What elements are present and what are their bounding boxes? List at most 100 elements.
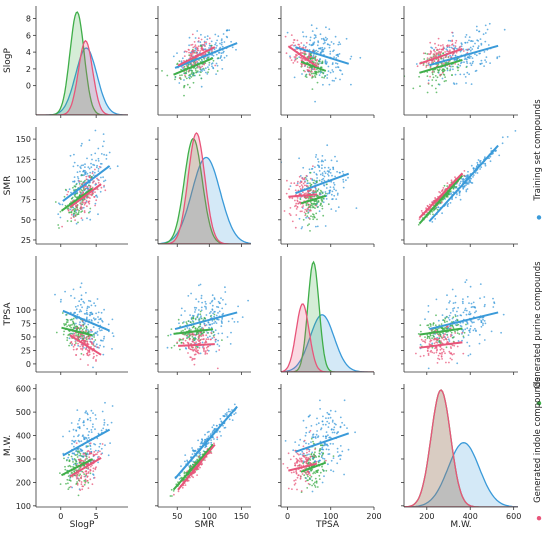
point-generated-indole-compounds <box>83 200 85 202</box>
point-training-set-compounds <box>476 54 478 56</box>
point-training-set-compounds <box>329 192 331 194</box>
point-training-set-compounds <box>82 219 84 221</box>
panel-tpsa-vs-tpsa <box>278 256 374 375</box>
point-generated-purine-compounds <box>449 70 451 72</box>
panel-smr-vs-smr <box>155 127 251 247</box>
point-generated-indole-compounds <box>291 44 293 46</box>
point-training-set-compounds <box>60 299 62 301</box>
point-training-set-compounds <box>74 297 76 299</box>
point-training-set-compounds <box>502 142 504 144</box>
point-generated-indole-compounds <box>302 47 304 49</box>
point-training-set-compounds <box>97 148 99 150</box>
point-generated-purine-compounds <box>432 74 434 76</box>
point-generated-purine-compounds <box>178 319 180 321</box>
point-training-set-compounds <box>324 167 326 169</box>
point-generated-purine-compounds <box>306 487 308 489</box>
point-training-set-compounds <box>94 153 96 155</box>
point-training-set-compounds <box>479 297 481 299</box>
point-training-set-compounds <box>86 317 88 319</box>
point-training-set-compounds <box>449 340 451 342</box>
point-training-set-compounds <box>337 193 339 195</box>
point-training-set-compounds <box>221 52 223 54</box>
point-generated-indole-compounds <box>427 350 429 352</box>
point-generated-indole-compounds <box>184 74 186 76</box>
point-training-set-compounds <box>89 139 91 141</box>
point-training-set-compounds <box>217 312 219 314</box>
point-generated-purine-compounds <box>199 319 201 321</box>
point-generated-purine-compounds <box>319 71 321 73</box>
point-training-set-compounds <box>96 343 98 345</box>
point-generated-purine-compounds <box>312 88 314 90</box>
point-generated-indole-compounds <box>447 46 449 48</box>
point-generated-indole-compounds <box>94 477 96 479</box>
point-generated-purine-compounds <box>213 60 215 62</box>
point-generated-indole-compounds <box>198 337 200 339</box>
point-generated-indole-compounds <box>432 71 434 73</box>
point-generated-indole-compounds <box>294 45 296 47</box>
point-training-set-compounds <box>94 428 96 430</box>
point-generated-purine-compounds <box>65 323 67 325</box>
point-training-set-compounds <box>335 67 337 69</box>
point-generated-purine-compounds <box>191 73 193 75</box>
point-training-set-compounds <box>204 323 206 325</box>
point-generated-indole-compounds <box>87 351 89 353</box>
point-generated-indole-compounds <box>207 349 209 351</box>
point-training-set-compounds <box>100 339 102 341</box>
point-generated-purine-compounds <box>71 456 73 458</box>
point-generated-indole-compounds <box>429 53 431 55</box>
point-generated-purine-compounds <box>452 66 454 68</box>
point-training-set-compounds <box>83 436 85 438</box>
point-training-set-compounds <box>485 25 487 27</box>
point-training-set-compounds <box>453 82 455 84</box>
point-training-set-compounds <box>80 448 82 450</box>
point-training-set-compounds <box>515 130 517 132</box>
point-training-set-compounds <box>333 56 335 58</box>
point-generated-indole-compounds <box>199 339 201 341</box>
point-generated-purine-compounds <box>62 312 64 314</box>
point-generated-indole-compounds <box>301 210 303 212</box>
point-generated-indole-compounds <box>213 443 215 445</box>
point-generated-indole-compounds <box>308 54 310 56</box>
point-generated-purine-compounds <box>307 212 309 214</box>
point-generated-indole-compounds <box>441 358 443 360</box>
point-training-set-compounds <box>181 60 183 62</box>
point-generated-indole-compounds <box>442 72 444 74</box>
point-generated-indole-compounds <box>70 341 72 343</box>
point-generated-indole-compounds <box>93 353 95 355</box>
point-generated-indole-compounds <box>192 341 194 343</box>
point-generated-indole-compounds <box>98 456 100 458</box>
point-training-set-compounds <box>334 432 336 434</box>
point-generated-indole-compounds <box>308 56 310 58</box>
point-training-set-compounds <box>315 226 317 228</box>
point-generated-indole-compounds <box>437 358 439 360</box>
point-generated-indole-compounds <box>77 484 79 486</box>
point-generated-indole-compounds <box>436 352 438 354</box>
point-training-set-compounds <box>219 52 221 54</box>
point-generated-indole-compounds <box>84 204 86 206</box>
point-training-set-compounds <box>472 62 474 64</box>
point-training-set-compounds <box>474 53 476 55</box>
point-training-set-compounds <box>85 410 87 412</box>
point-generated-purine-compounds <box>326 183 328 185</box>
point-training-set-compounds <box>330 410 332 412</box>
point-training-set-compounds <box>465 82 467 84</box>
point-training-set-compounds <box>326 77 328 79</box>
point-training-set-compounds <box>323 49 325 51</box>
point-training-set-compounds <box>93 302 95 304</box>
point-generated-purine-compounds <box>323 77 325 79</box>
point-generated-purine-compounds <box>93 333 95 335</box>
point-generated-purine-compounds <box>63 331 65 333</box>
point-training-set-compounds <box>332 50 334 52</box>
point-training-set-compounds <box>229 411 231 413</box>
point-training-set-compounds <box>200 353 202 355</box>
point-generated-indole-compounds <box>291 197 293 199</box>
point-generated-indole-compounds <box>192 334 194 336</box>
point-generated-indole-compounds <box>79 336 81 338</box>
point-generated-purine-compounds <box>427 75 429 77</box>
point-training-set-compounds <box>102 428 104 430</box>
point-training-set-compounds <box>470 286 472 288</box>
point-generated-purine-compounds <box>432 214 434 216</box>
point-training-set-compounds <box>331 460 333 462</box>
point-generated-purine-compounds <box>196 316 198 318</box>
point-generated-purine-compounds <box>75 184 77 186</box>
